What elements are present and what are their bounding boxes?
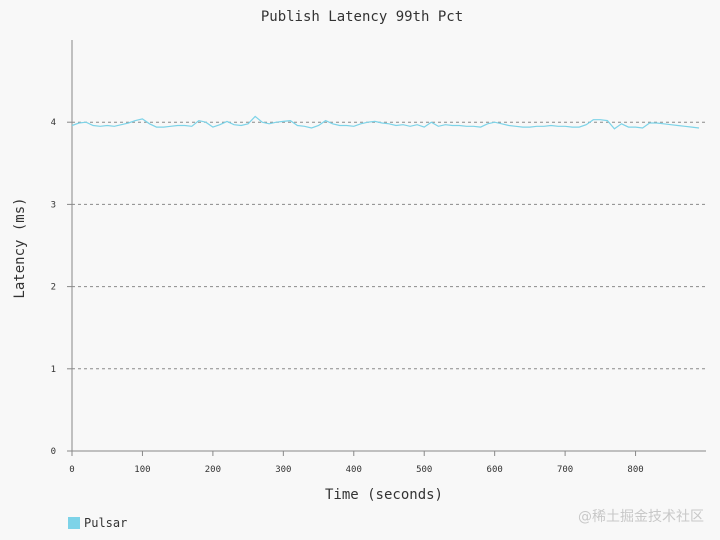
x-tick-label-0: 0	[69, 465, 74, 475]
legend: Pulsar	[68, 516, 127, 530]
x-tick-label-700: 700	[557, 465, 573, 475]
y-tick-label-2: 2	[51, 283, 56, 293]
gridlines	[72, 121, 706, 370]
chart-title: Publish Latency 99th Pct	[261, 9, 463, 25]
y-tick-label-1: 1	[51, 365, 56, 375]
legend-label-pulsar: Pulsar	[84, 516, 128, 530]
x-tick-label-300: 300	[275, 465, 291, 475]
x-tick-label-200: 200	[205, 465, 221, 475]
x-tick-label-600: 600	[487, 465, 503, 475]
y-tick-label-0: 0	[51, 447, 56, 457]
x-tick-label-100: 100	[134, 465, 150, 475]
watermark: @稀土掘金技术社区	[578, 509, 704, 525]
y-tick-label-3: 3	[51, 200, 56, 210]
series-group	[71, 115, 700, 130]
y-axis-ticks: 0 1 2 3 4	[51, 118, 72, 457]
plot-area	[72, 40, 706, 451]
x-tick-label-500: 500	[416, 465, 432, 475]
x-axis-label: Time (seconds)	[325, 487, 443, 503]
x-tick-label-800: 800	[627, 465, 643, 475]
legend-swatch-pulsar	[68, 517, 80, 529]
series-line-0	[71, 115, 700, 130]
y-tick-label-4: 4	[51, 118, 56, 128]
x-tick-label-400: 400	[346, 465, 362, 475]
y-axis-label: Latency (ms)	[12, 197, 28, 298]
x-axis-ticks: 0 100 200 300 400 500 600 700 800	[69, 451, 644, 475]
